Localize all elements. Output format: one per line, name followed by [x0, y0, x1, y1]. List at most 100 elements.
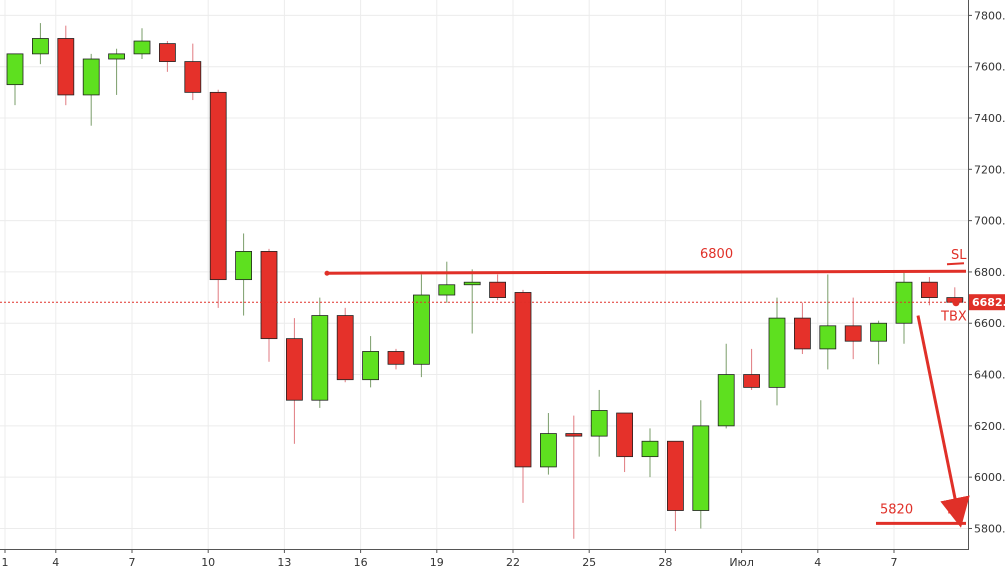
candle: [489, 274, 507, 301]
candle-body-up: [540, 433, 557, 468]
candle-body-up: [463, 281, 481, 286]
x-tick-label: Июл: [729, 556, 754, 569]
x-tick-label: 13: [277, 556, 291, 569]
candle: [133, 28, 151, 60]
resistance-line-start-dot: [324, 270, 330, 276]
candle: [768, 297, 786, 406]
x-tick-label: 4: [52, 556, 59, 569]
target-label: 5820: [880, 502, 913, 517]
annotations: 6800 SL ТВХ 5820 TP: [324, 247, 970, 528]
candle-body-down: [667, 440, 684, 511]
x-tick-label: 25: [582, 556, 596, 569]
candle: [235, 233, 253, 316]
candle-body-up: [692, 425, 710, 511]
candle-body-up: [641, 440, 659, 458]
candle-body-down: [184, 61, 202, 93]
candle: [921, 277, 938, 306]
candle: [870, 320, 887, 365]
candle: [311, 297, 329, 408]
candle-body-down: [209, 91, 227, 281]
candle-body-down: [489, 281, 507, 298]
candle: [717, 343, 735, 429]
y-tick-label: 7200.0: [974, 163, 1005, 176]
candle: [285, 318, 303, 444]
candle: [260, 248, 278, 362]
candle: [6, 53, 24, 106]
x-tick-label: 10: [201, 556, 215, 569]
y-tick-labels: 5800.0 6000.0 6200.0 6400.0 6600.0 6800.0 7000…: [968, 9, 1005, 535]
candle-body-up: [717, 374, 735, 427]
candle: [108, 48, 125, 95]
current-price-tag: 6682.: [969, 294, 1005, 311]
candle: [540, 413, 557, 475]
candle: [794, 302, 811, 355]
x-tick-label: 4: [814, 556, 821, 569]
x-tick-label: 22: [506, 556, 520, 569]
candles: [6, 23, 964, 539]
candle-body-down: [336, 315, 354, 381]
stop-loss-line: [946, 262, 965, 266]
candle: [565, 415, 583, 539]
stop-loss-label: SL: [951, 248, 967, 263]
x-tick-label: 16: [354, 556, 368, 569]
candle-body-up: [32, 38, 49, 55]
candle-body-up: [82, 58, 100, 96]
candle-body-down: [921, 281, 938, 298]
candle-body-down: [57, 38, 75, 96]
x-tick-label: 1: [2, 556, 9, 569]
x-tick-label: 19: [430, 556, 444, 569]
x-tick-labels: 1 4 7 10 13 16 19 22 25 28 Июл 4 7: [2, 549, 898, 569]
candle: [209, 89, 227, 308]
candle-body-up: [590, 410, 608, 437]
candle: [32, 23, 49, 65]
candle-body-up: [133, 40, 151, 55]
candle: [387, 348, 405, 370]
candle-body-up: [108, 53, 125, 60]
candle-body-up: [235, 251, 253, 281]
candle-body-up: [870, 322, 887, 342]
candle-body-down: [565, 433, 583, 437]
candle: [819, 274, 837, 370]
candle: [82, 53, 100, 126]
entry-label: ТВХ: [940, 310, 967, 325]
candle: [616, 412, 633, 473]
candle: [895, 271, 913, 344]
candle: [844, 297, 862, 360]
y-tick-label: 6800.0: [974, 266, 1005, 279]
y-tick-label: 5800.0: [974, 522, 1005, 535]
candle-body-up: [412, 294, 430, 365]
take-profit-label: TP: [944, 502, 961, 517]
resistance-label: 6800: [700, 247, 733, 262]
x-tick-label: 7: [891, 556, 898, 569]
candle-body-down: [743, 374, 760, 388]
y-tick-label: 7000.0: [974, 215, 1005, 228]
take-profit-arrow: [916, 315, 970, 528]
candle-body-down: [514, 292, 532, 468]
candle: [641, 428, 659, 478]
candle: [590, 389, 608, 457]
candle-body-up: [819, 325, 837, 350]
candle-body-up: [6, 53, 24, 86]
candle: [667, 440, 684, 532]
y-tick-label: 6000.0: [974, 471, 1005, 484]
candle-body-up: [311, 315, 329, 401]
y-tick-label: 7800.0: [974, 9, 1005, 22]
candle-body-down: [844, 325, 862, 342]
candle: [412, 274, 430, 378]
y-tick-label: 7400.0: [974, 112, 1005, 125]
x-tick-label: 28: [658, 556, 672, 569]
candle-body-down: [158, 43, 176, 62]
candle: [438, 261, 456, 303]
candle: [692, 400, 710, 529]
y-tick-label: 6600.0: [974, 317, 1005, 330]
y-tick-label: 7600.0: [974, 61, 1005, 74]
candle: [184, 43, 202, 101]
candle-body-up: [895, 281, 913, 324]
entry-point-dot: [952, 299, 960, 307]
current-price-tag-bg: [969, 294, 1005, 311]
candle: [57, 25, 75, 106]
candle-body-up: [768, 317, 786, 388]
y-tick-label: 6400.0: [974, 369, 1005, 382]
current-price-label: 6682.: [972, 296, 1005, 309]
